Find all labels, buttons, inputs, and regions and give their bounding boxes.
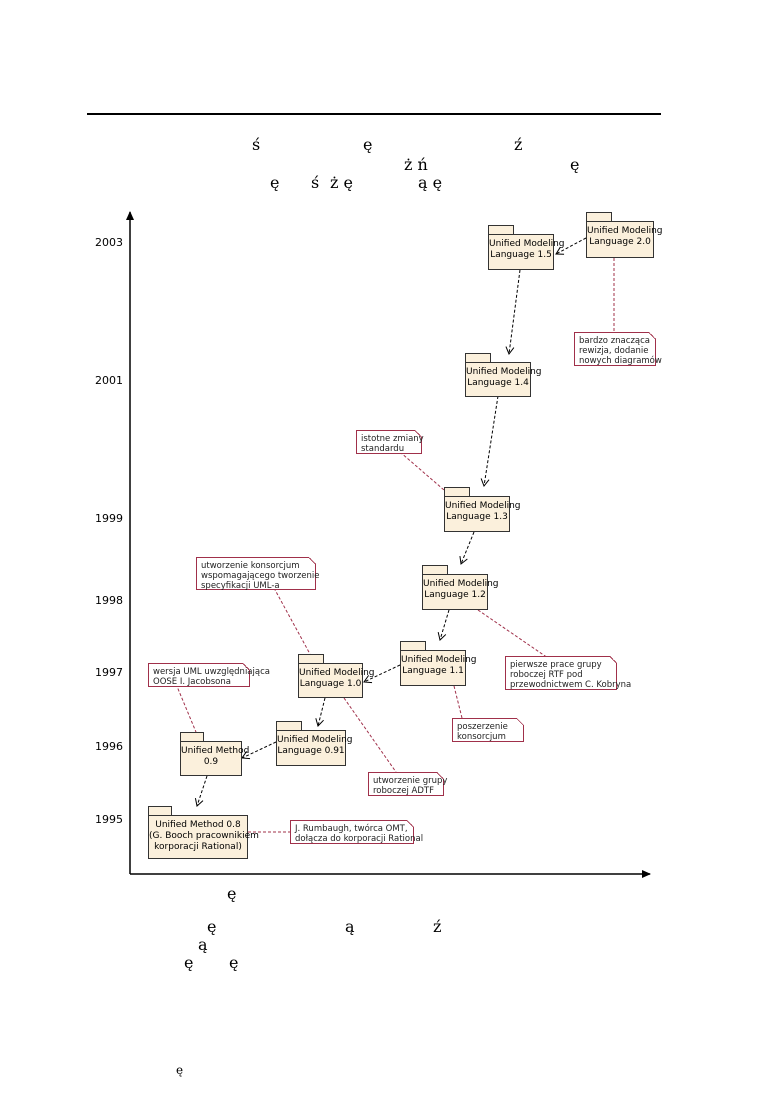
- footer-glyph: ą: [345, 917, 355, 936]
- header-glyph: ż ę: [330, 173, 353, 192]
- footer-glyph: ę: [176, 1063, 184, 1077]
- note-link-11: [453, 685, 463, 719]
- note-uml-2-0: bardzo znacząca rewizja, dodanie nowych di…: [574, 332, 662, 366]
- note-link-09: [175, 683, 197, 733]
- footer-glyph: ę: [229, 953, 239, 972]
- arrow-10-091: [315, 697, 326, 727]
- header-rule: [87, 113, 661, 115]
- note-link-13: [399, 451, 445, 491]
- year-label: 1996: [95, 740, 123, 753]
- note-unified-method-0-9: wersja UML uwzględniająca OOSE I. Jacobso…: [148, 663, 270, 687]
- year-label: 2001: [95, 374, 123, 387]
- year-label: 1997: [95, 666, 123, 679]
- note-uml-1-2: pierwsze prace grupy roboczej RTF pod prze…: [505, 656, 631, 690]
- package-uml-0-91: Unified Modeling Language 0.91: [276, 730, 353, 766]
- package-uml-1-5: Unified Modeling Language 1.5: [488, 234, 565, 270]
- footer-glyph: ę: [227, 884, 237, 903]
- arrow-12-11: [437, 609, 450, 641]
- arrow-09-08: [194, 775, 208, 807]
- note-uml-1-0: utworzenie konsorcjum wspomagającego twor…: [196, 557, 320, 591]
- header-glyph: ą ę: [418, 173, 443, 192]
- footer-glyph: ę: [184, 953, 194, 972]
- package-uml-1-1: Unified Modeling Language 1.1: [400, 650, 477, 686]
- arrow-13-12: [459, 531, 475, 565]
- footer-glyph: ź: [433, 917, 442, 936]
- footer-glyph: ę: [207, 917, 217, 936]
- note-unified-method-0-8: J. Rumbaugh, twórca OMT, dołącza do korpo…: [290, 820, 423, 844]
- header-glyph: ę: [270, 173, 280, 192]
- package-uml-1-4: Unified Modeling Language 1.4: [465, 362, 542, 397]
- header-glyph: ę: [570, 155, 580, 174]
- header-glyph: ż ń: [404, 155, 428, 174]
- arrow-14-13: [480, 395, 499, 487]
- package-uml-1-3: Unified Modeling Language 1.3: [444, 496, 521, 532]
- footer-glyph: ą: [198, 935, 208, 954]
- header-glyph: ź: [514, 135, 523, 154]
- note-link-12: [477, 609, 549, 659]
- header-glyph: ś: [252, 135, 261, 154]
- arrow-091-09: [241, 741, 277, 760]
- header-glyph: ę: [363, 135, 373, 154]
- note-uml-1-1: poszerzenie konsorcjum: [452, 718, 524, 742]
- note-uml-0-91: utworzenie grupy roboczej ADTF: [368, 772, 447, 796]
- arrow-20-15: [555, 237, 587, 255]
- year-label: 2003: [95, 236, 123, 249]
- package-uml-1-2: Unified Modeling Language 1.2: [422, 574, 499, 610]
- note-link-091: [343, 697, 397, 773]
- note-uml-1-3: istotne zmiany standardu: [356, 430, 424, 454]
- arrow-11-10: [363, 664, 401, 684]
- header-glyph: ś: [311, 173, 320, 192]
- package-uml-1-0: Unified Modeling Language 1.0: [298, 663, 375, 698]
- package-uml-2-0: Unified Modeling Language 2.0: [586, 221, 663, 258]
- package-unified-method-0-9: Unified Method 0.9: [180, 741, 249, 776]
- year-label: 1998: [95, 594, 123, 607]
- arrow-15-14: [505, 269, 521, 355]
- year-label: 1999: [95, 512, 123, 525]
- package-unified-method-0-8: Unified Method 0.8 (G. Booch pracownikiem…: [148, 815, 259, 859]
- year-label: 1995: [95, 813, 123, 826]
- note-link-10: [273, 587, 311, 655]
